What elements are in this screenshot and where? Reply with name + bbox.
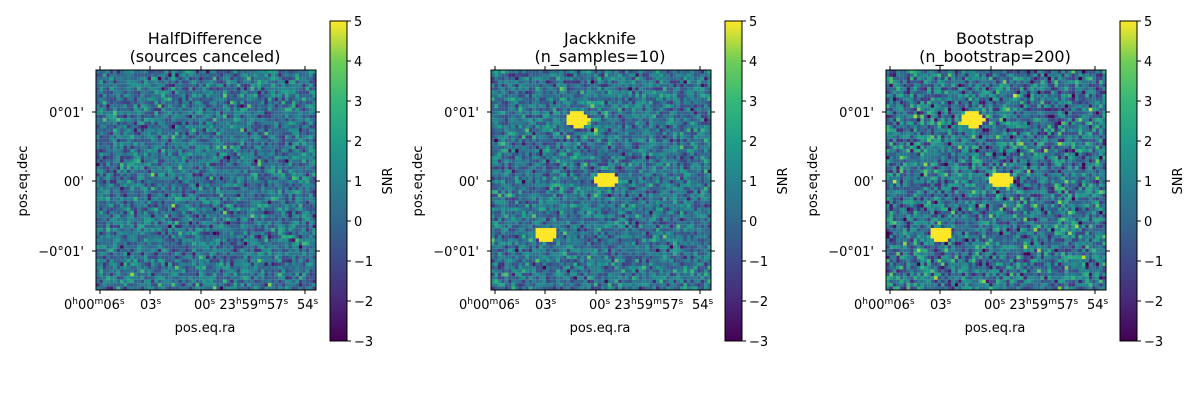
y-tick-label: 0°01' (444, 106, 479, 121)
colorbar-tick-label: −1 (354, 255, 373, 270)
x-tick-label: 0h00m06s (64, 297, 125, 313)
panel-title-line2: (n_samples=10) (535, 47, 666, 67)
colorbar (329, 20, 348, 342)
x-tick-label: 00s 23h59m57s (984, 297, 1079, 313)
y-axis-label: pos.eq.dec (806, 146, 821, 217)
colorbar-tick-label: −1 (1144, 255, 1163, 270)
heatmap-image (96, 70, 317, 291)
panel-title-line1: Bootstrap (956, 29, 1034, 48)
panel-title-line2: (n_bootstrap=200) (919, 47, 1071, 67)
colorbar-label: SNR (1171, 167, 1186, 194)
colorbar-ticks: 5 4 3 2 1 0 −1 −2 −3 (347, 15, 373, 350)
colorbar-tick-label: 0 (354, 215, 362, 230)
heatmap-image (886, 70, 1107, 291)
colorbar-tick-label: −2 (354, 295, 373, 310)
colorbar-tick-label: 1 (749, 175, 757, 190)
colorbar-ticks: 5 4 3 2 1 0 −1 −2 −3 (1137, 15, 1163, 350)
x-tick-label: 54s (1087, 297, 1109, 313)
colorbar-tick-label: 1 (1144, 175, 1152, 190)
x-tick-label: 54s (297, 297, 319, 313)
colorbar-tick-label: 0 (749, 215, 757, 230)
plot-frame (885, 69, 1107, 291)
panel-title-line1: Jackknife (563, 29, 636, 48)
colorbar-tick-label: −3 (354, 335, 373, 350)
colorbar-tick-label: −3 (1144, 335, 1163, 350)
y-tick-label: 00' (854, 175, 874, 190)
colorbar-tick-label: 3 (749, 95, 757, 110)
colorbar-tick-label: 1 (354, 175, 362, 190)
x-tick-label: 03s (535, 297, 557, 313)
y-axis-label: pos.eq.dec (411, 146, 426, 217)
x-tick-label: 0h00m06s (854, 297, 915, 313)
x-axis-label: pos.eq.ra (175, 321, 236, 336)
colorbar-tick-label: 4 (749, 55, 757, 70)
panel-jackknife: Jackknife (n_samples=10) 0°01' 00' −0°01… (411, 15, 791, 350)
x-tick-label: 54s (692, 297, 714, 313)
plot-frame (95, 69, 317, 291)
colorbar-tick-label: 2 (749, 135, 757, 150)
panel-halfdifference: HalfDifference (sources canceled) 0°01' … (16, 15, 396, 350)
colorbar-tick-label: −3 (749, 335, 768, 350)
colorbar-tick-label: 5 (354, 15, 362, 30)
colorbar-label: SNR (776, 167, 791, 194)
colorbar-tick-label: 4 (354, 55, 362, 70)
panel-bootstrap: Bootstrap (n_bootstrap=200) 0°01' 00' −0… (806, 15, 1186, 350)
y-tick-label: −0°01' (38, 245, 84, 260)
y-tick-label: 00' (64, 175, 84, 190)
y-axis-label: pos.eq.dec (16, 146, 31, 217)
colorbar-tick-label: 3 (354, 95, 362, 110)
x-axis-label: pos.eq.ra (965, 321, 1026, 336)
colorbar-tick-label: −1 (749, 255, 768, 270)
colorbar-tick-label: 2 (1144, 135, 1152, 150)
x-tick-label: 0h00m06s (459, 297, 520, 313)
colorbar-tick-label: −2 (749, 295, 768, 310)
colorbar-tick-label: 2 (354, 135, 362, 150)
colorbar-tick-label: 5 (749, 15, 757, 30)
panel-title-line1: HalfDifference (148, 29, 262, 48)
colorbar-tick-label: −2 (1144, 295, 1163, 310)
colorbar (724, 20, 743, 342)
plot-frame (490, 69, 712, 291)
colorbar-ticks: 5 4 3 2 1 0 −1 −2 −3 (742, 15, 768, 350)
y-tick-label: 00' (459, 175, 479, 190)
y-tick-label: 0°01' (839, 106, 874, 121)
colorbar-tick-label: 3 (1144, 95, 1152, 110)
heatmap-image (491, 70, 712, 291)
y-tick-label: −0°01' (433, 245, 479, 260)
colorbar-tick-label: 0 (1144, 215, 1152, 230)
x-axis-label: pos.eq.ra (570, 321, 631, 336)
panel-title-line2: (sources canceled) (130, 47, 281, 66)
x-tick-label: 03s (140, 297, 162, 313)
colorbar (1119, 20, 1138, 342)
colorbar-tick-label: 4 (1144, 55, 1152, 70)
y-tick-label: −0°01' (828, 245, 874, 260)
colorbar-label: SNR (381, 167, 396, 194)
x-tick-label: 03s (930, 297, 952, 313)
x-tick-label: 00s 23h59m57s (589, 297, 684, 313)
y-tick-label: 0°01' (49, 106, 84, 121)
x-tick-label: 00s 23h59m57s (194, 297, 289, 313)
colorbar-tick-label: 5 (1144, 15, 1152, 30)
